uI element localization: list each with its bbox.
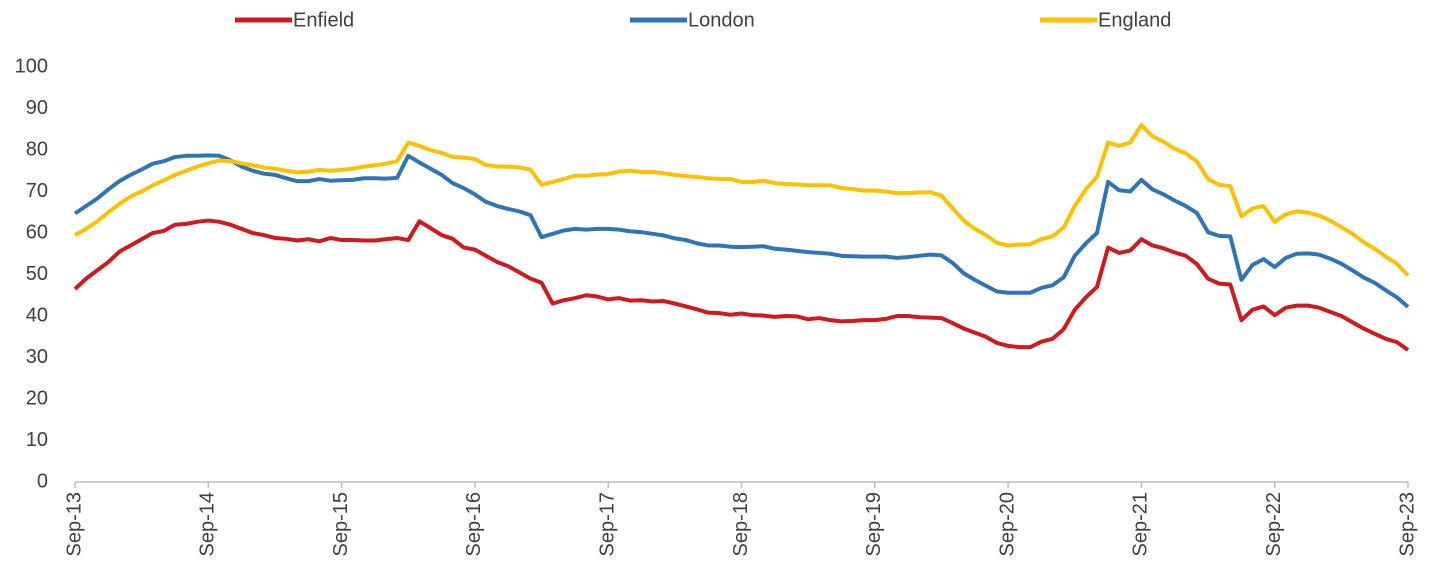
line-series bbox=[74, 123, 1410, 277]
y-tick-label: 10 bbox=[26, 429, 48, 451]
x-tick-label: Sep-17 bbox=[596, 492, 618, 557]
y-tick-label: 50 bbox=[26, 263, 48, 285]
x-tick-label: Sep-13 bbox=[63, 492, 85, 557]
legend-label: London bbox=[688, 9, 755, 31]
line-series bbox=[73, 218, 1410, 352]
y-tick-label: 40 bbox=[26, 304, 48, 326]
line-series bbox=[73, 153, 1410, 309]
x-tick-label: Sep-18 bbox=[730, 492, 752, 557]
x-tick-label: Sep-15 bbox=[330, 492, 352, 557]
legend-label: England bbox=[1098, 9, 1171, 31]
x-tick-label: Sep-20 bbox=[996, 492, 1018, 557]
x-tick-label: Sep-23 bbox=[1396, 492, 1418, 557]
y-tick-label: 60 bbox=[26, 221, 48, 243]
y-tick-label: 100 bbox=[15, 55, 48, 77]
y-tick-label: 80 bbox=[26, 138, 48, 160]
y-tick-label: 30 bbox=[26, 346, 48, 368]
x-tick-label: Sep-14 bbox=[197, 492, 219, 557]
y-tick-label: 20 bbox=[26, 387, 48, 409]
x-tick-label: Sep-19 bbox=[863, 492, 885, 557]
x-tick-label: Sep-16 bbox=[463, 492, 485, 557]
legend-label: Enfield bbox=[293, 9, 354, 31]
y-tick-label: 90 bbox=[26, 97, 48, 119]
y-tick-label: 70 bbox=[26, 180, 48, 202]
x-tick-label: Sep-22 bbox=[1263, 492, 1285, 557]
y-tick-label: 0 bbox=[37, 470, 48, 492]
x-tick-label: Sep-21 bbox=[1130, 492, 1152, 557]
